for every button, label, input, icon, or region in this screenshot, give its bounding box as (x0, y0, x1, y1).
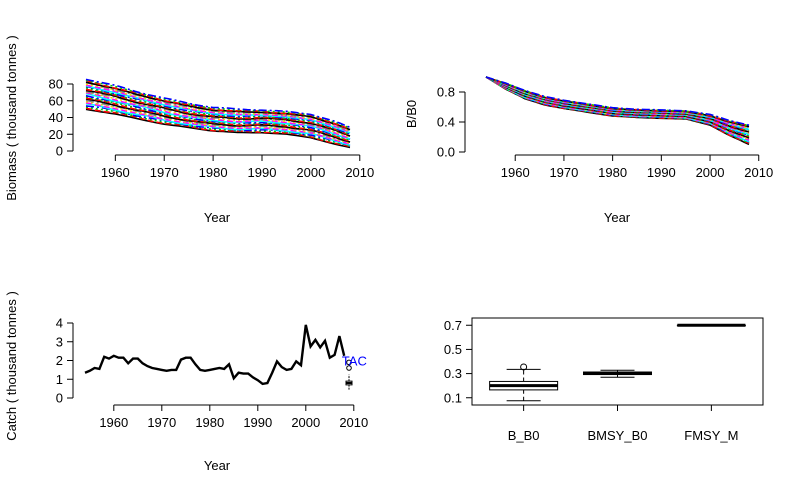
catch-line (84, 324, 346, 386)
catch-xlabel: Year (204, 458, 231, 473)
bb0-series-line (485, 76, 750, 137)
biomass-x-tick-label: 1990 (248, 165, 277, 180)
biomass-x-tick-label: 2010 (345, 165, 374, 180)
bb0-ylabel: B/B0 (404, 100, 419, 128)
biomass-series-line (85, 96, 351, 141)
biomass-xlabel: Year (204, 210, 231, 225)
bb0-series-group (485, 76, 750, 146)
box-plot-frame (471, 317, 764, 406)
biomass-x-tick-label: 1970 (150, 165, 179, 180)
bb0-xlabel: Year (604, 210, 631, 225)
biomass-series-line (85, 91, 351, 138)
biomass-series-line (85, 98, 351, 143)
bb0-series-line (485, 76, 750, 138)
catch-y-tick-label: 1 (56, 372, 63, 387)
reference-points-panel: 0.1 0.3 0.5 0.7 B_B0 BMSY_B0 FMSY_M (444, 317, 764, 443)
tac-outlier (346, 365, 352, 371)
biomass-series-line (85, 81, 351, 132)
bb0-y-tick-label: 0.4 (437, 115, 455, 130)
catch-x-tick-label: 2010 (339, 415, 368, 430)
bb0-axes: 1960 1970 1980 1990 2000 2010 0.0 0.4 0.8 (437, 85, 773, 181)
reference-points-boxes (489, 323, 746, 402)
tac-outlier (346, 359, 352, 366)
biomass-x-tick-label: 1980 (199, 165, 228, 180)
biomass-y-tick-label: 60 (49, 93, 63, 108)
reference-points-axes: 0.1 0.3 0.5 0.7 B_B0 BMSY_B0 FMSY_M (444, 317, 764, 443)
box-y-tick-label: 0.5 (444, 342, 462, 357)
biomass-series-line (85, 79, 351, 129)
biomass-series-line (85, 90, 351, 138)
biomass-ylabel: Biomass ( thousand tonnes ) (4, 35, 19, 200)
box-y-tick-label: 0.7 (444, 318, 462, 333)
catch-panel: 1960 1970 1980 1990 2000 2010 0 1 2 3 4 Year Catch… (4, 291, 368, 473)
box-y-tick-label: 0.1 (444, 390, 462, 405)
box-category-label: B_B0 (508, 428, 540, 443)
catch-x-tick-label: 1970 (147, 415, 176, 430)
biomass-series-line (85, 97, 351, 143)
bb0-series-line (485, 76, 750, 126)
catch-x-tick-label: 1990 (243, 415, 272, 430)
box-outlier (520, 363, 528, 371)
catch-series-group (84, 324, 353, 390)
bb0-y-tick-label: 0.8 (437, 85, 455, 100)
catch-x-tick-label: 1980 (195, 415, 224, 430)
bb0-x-tick-label: 1980 (598, 165, 627, 180)
bb0-panel: 1960 1970 1980 1990 2000 2010 0.0 0.4 0.8 Year B… (404, 76, 773, 225)
box-category-label: BMSY_B0 (588, 428, 648, 443)
bb0-x-tick-label: 1970 (549, 165, 578, 180)
biomass-x-tick-label: 1960 (101, 165, 130, 180)
bb0-x-tick-label: 1990 (647, 165, 676, 180)
box-y-tick-label: 0.3 (444, 366, 462, 381)
biomass-series-line (85, 108, 351, 149)
box-category-label: FMSY_M (684, 428, 738, 443)
bb0-series-line (485, 76, 750, 137)
bb0-x-tick-label: 1960 (501, 165, 530, 180)
bb0-x-tick-label: 2000 (696, 165, 725, 180)
catch-y-tick-label: 4 (56, 316, 63, 331)
tac-annotation: TAC (342, 354, 367, 369)
biomass-series-line (85, 89, 351, 137)
biomass-series-line (85, 78, 351, 129)
catch-y-tick-label: 2 (56, 353, 63, 368)
biomass-series-line (85, 103, 351, 146)
biomass-series-line (85, 88, 351, 136)
catch-y-tick-label: 0 (56, 391, 63, 406)
biomass-y-tick-label: 0 (56, 144, 63, 159)
catch-axes: 1960 1970 1980 1990 2000 2010 0 1 2 3 4 (56, 316, 368, 431)
biomass-series-group (85, 78, 351, 149)
catch-y-tick-label: 3 (56, 334, 63, 349)
bb0-y-tick-label: 0.0 (437, 145, 455, 160)
biomass-y-tick-label: 40 (49, 110, 63, 125)
biomass-x-tick-label: 2000 (296, 165, 325, 180)
bb0-x-tick-label: 2010 (744, 165, 773, 180)
biomass-series-line (85, 91, 351, 140)
catch-x-tick-label: 1960 (99, 415, 128, 430)
biomass-y-tick-label: 80 (49, 77, 63, 92)
biomass-y-tick-label: 20 (49, 127, 63, 142)
catch-ylabel: Catch ( thousand tonnes ) (4, 291, 19, 441)
catch-x-tick-label: 2000 (291, 415, 320, 430)
